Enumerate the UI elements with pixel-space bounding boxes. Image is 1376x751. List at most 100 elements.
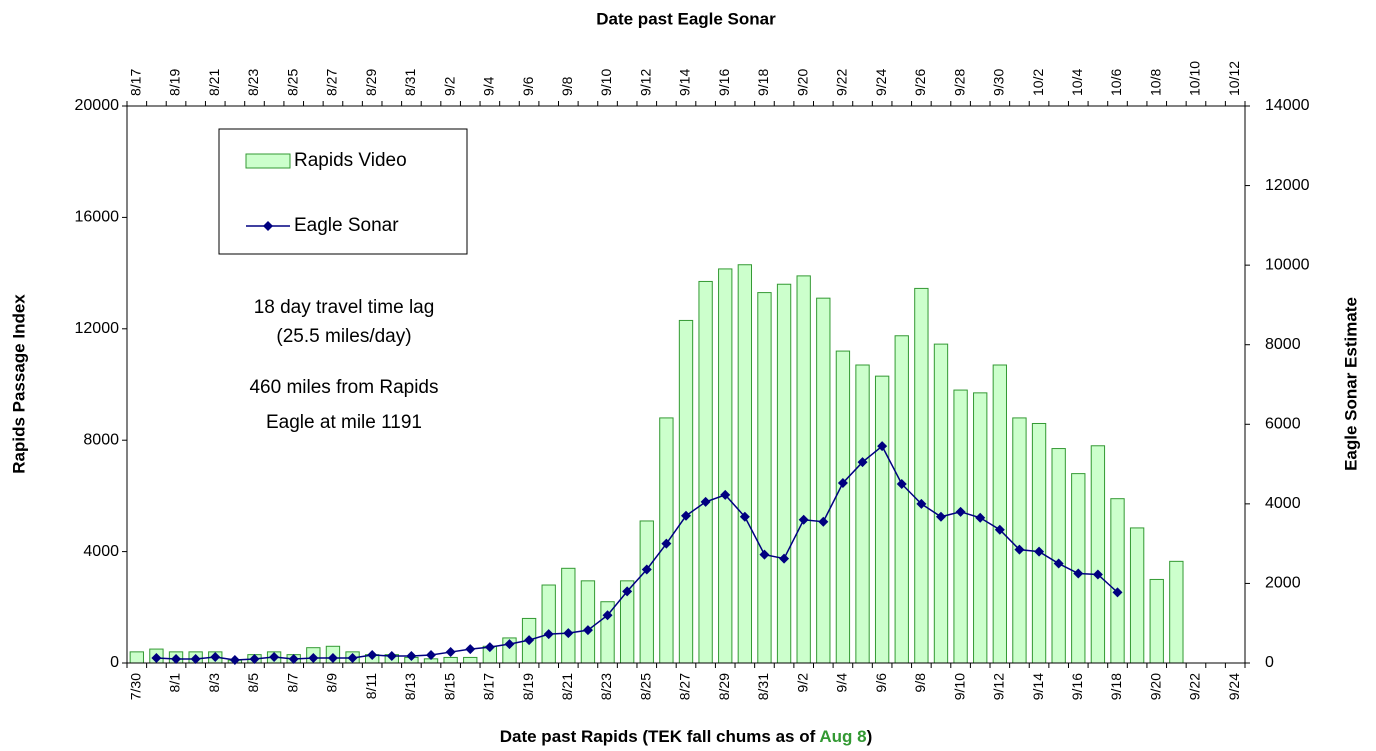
top-tick-label: 9/6	[520, 76, 536, 96]
top-tick-label: 9/4	[481, 76, 497, 96]
y-tick-label: 12000	[75, 320, 120, 337]
x-tick-label: 8/7	[284, 673, 300, 693]
top-tick-label: 10/6	[1108, 69, 1124, 96]
top-tick-label: 9/20	[794, 69, 810, 96]
marker	[1092, 569, 1103, 580]
marker	[249, 654, 260, 665]
marker	[543, 629, 554, 640]
marker	[426, 650, 437, 661]
marker	[347, 653, 358, 664]
bar	[718, 268, 733, 664]
top-tick-label: 8/25	[284, 69, 300, 96]
bar	[1031, 422, 1047, 664]
marker	[1034, 546, 1045, 557]
bar	[757, 292, 772, 664]
x-tick-label: 8/13	[402, 673, 418, 700]
x-tick-label: 8/11	[363, 673, 379, 699]
legend-swatch	[245, 153, 291, 169]
bar	[580, 580, 596, 664]
marker	[896, 478, 907, 489]
x-tick-label: 8/5	[245, 673, 261, 693]
annotation: 460 miles from Rapids	[249, 377, 438, 398]
marker	[857, 457, 868, 468]
top-tick-label: 9/22	[834, 69, 850, 96]
y2-tick-label: 8000	[1265, 336, 1301, 353]
marker	[935, 511, 946, 522]
x-tick-label: 8/21	[559, 673, 575, 700]
marker	[877, 441, 888, 452]
bar	[443, 656, 458, 664]
y2-tick-label: 4000	[1265, 495, 1301, 512]
x-tick-label: 8/23	[598, 673, 614, 700]
marker	[1014, 544, 1025, 555]
x-tick-label: 8/27	[677, 673, 693, 700]
top-tick-label: 9/18	[755, 69, 771, 96]
top-tick-label: 9/10	[598, 69, 614, 96]
top-tick-label: 8/21	[206, 69, 222, 96]
x-tick-label: 9/20	[1147, 673, 1163, 700]
top-tick-label: 8/29	[363, 69, 379, 96]
y2-axis-title: Eagle Sonar Estimate	[1341, 297, 1360, 471]
top-tick-label: 9/2	[441, 76, 457, 96]
bar	[541, 584, 556, 664]
marker	[151, 653, 162, 664]
marker	[641, 564, 652, 575]
y2-tick-label: 0	[1265, 654, 1274, 671]
annotation: Eagle at mile 1191	[266, 412, 422, 433]
marker	[700, 496, 711, 507]
bar	[129, 651, 144, 664]
bar	[894, 335, 909, 664]
marker	[563, 628, 574, 639]
marker	[308, 653, 319, 664]
x-tick-label: 9/4	[834, 673, 850, 693]
x-tick-label: 7/30	[128, 673, 144, 700]
bar	[1129, 527, 1145, 664]
x-tick-label: 8/3	[206, 673, 222, 693]
y2-tick-label: 14000	[1265, 97, 1310, 114]
x-tick-label: 8/9	[324, 673, 340, 693]
top-tick-label: 10/8	[1147, 69, 1163, 96]
top-tick-label: 10/2	[1030, 69, 1046, 96]
x-tick-label: 8/31	[755, 673, 771, 700]
y-axis-title: Rapids Passage Index	[9, 294, 28, 474]
marker	[1053, 558, 1064, 569]
marker	[955, 506, 966, 517]
top-tick-label: 10/4	[1069, 69, 1085, 96]
y-tick-label: 4000	[83, 543, 119, 560]
marker	[975, 512, 986, 523]
marker	[1112, 587, 1123, 598]
bar	[698, 280, 713, 664]
legend-label: Eagle Sonar	[294, 215, 399, 236]
top-tick-label: 10/12	[1226, 61, 1242, 96]
top-tick-label: 9/16	[716, 69, 732, 96]
bar	[796, 275, 811, 664]
marker	[484, 642, 495, 653]
marker	[386, 651, 397, 662]
marker	[994, 524, 1005, 535]
bar	[933, 343, 949, 664]
top-tick-label: 8/19	[167, 69, 183, 96]
top-tick-label: 8/31	[402, 69, 418, 96]
x-axis-title-part: )	[867, 727, 873, 746]
x-tick-label: 9/2	[794, 673, 810, 693]
marker	[445, 647, 456, 658]
y-tick-label: 8000	[83, 431, 119, 448]
bar	[914, 287, 929, 664]
marker	[661, 538, 672, 549]
top-axis-title: Date past Eagle Sonar	[596, 9, 776, 28]
y2-tick-label: 2000	[1265, 575, 1301, 592]
top-tick-label: 8/27	[324, 69, 340, 96]
bar	[1071, 473, 1086, 664]
marker	[681, 510, 691, 521]
x-tick-label: 9/16	[1069, 673, 1085, 700]
top-tick-label: 8/23	[245, 69, 261, 96]
marker	[916, 498, 927, 509]
legend-marker	[263, 221, 273, 231]
bar	[639, 520, 654, 664]
top-tick-label: 9/14	[677, 69, 693, 96]
y-tick-label: 20000	[75, 97, 120, 114]
y-tick-label: 0	[110, 654, 119, 671]
top-tick-label: 8/17	[128, 69, 144, 96]
bar	[953, 389, 968, 664]
